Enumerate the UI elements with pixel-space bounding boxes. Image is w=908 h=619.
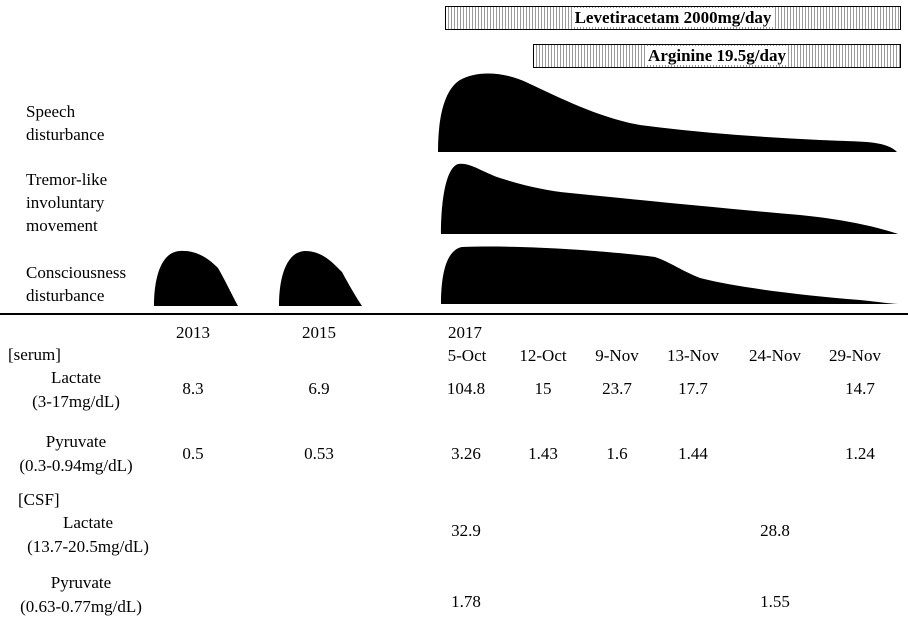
date-29-nov: 29-Nov — [829, 344, 881, 368]
value-cell-serum-lactate: 15 — [535, 377, 552, 401]
value-cell-csf-lactate: 28.8 — [760, 519, 790, 543]
date-24-nov: 24-Nov — [749, 344, 801, 368]
row-label-serum-lactate: Lactate (3-17mg/dL) — [32, 366, 120, 414]
value-cell-serum-lactate: 23.7 — [602, 377, 632, 401]
tremor-curve — [441, 164, 898, 234]
value-cell-csf-lactate: 32.9 — [451, 519, 481, 543]
timeline-axis — [0, 313, 908, 315]
row-label-serum-pyruvate: Pyruvate (0.3-0.94mg/dL) — [19, 430, 132, 478]
value-cell-serum-pyruvate: 1.43 — [528, 442, 558, 466]
value-cell-serum-pyruvate: 0.53 — [304, 442, 334, 466]
value-cell-csf-pyruvate: 1.55 — [760, 590, 790, 614]
value-cell-serum-pyruvate: 3.26 — [451, 442, 481, 466]
value-cell-serum-lactate: 17.7 — [678, 377, 708, 401]
value-cell-csf-pyruvate: 1.78 — [451, 590, 481, 614]
consciousness-curve-2015 — [279, 251, 362, 306]
year-2015: 2015 — [302, 321, 336, 345]
value-cell-serum-pyruvate: 1.24 — [845, 442, 875, 466]
year-2017: 2017 — [448, 321, 482, 345]
speech-disturbance-curve — [438, 74, 897, 152]
value-cell-serum-lactate: 6.9 — [308, 377, 329, 401]
date-9-nov: 9-Nov — [595, 344, 638, 368]
section-csf: [CSF] — [18, 488, 60, 512]
consciousness-curve-2017 — [441, 247, 898, 304]
value-cell-serum-pyruvate: 0.5 — [182, 442, 203, 466]
value-cell-serum-lactate: 104.8 — [447, 377, 485, 401]
section-serum: [serum] — [8, 343, 61, 367]
value-cell-serum-lactate: 14.7 — [845, 377, 875, 401]
year-2013: 2013 — [176, 321, 210, 345]
date-13-nov: 13-Nov — [667, 344, 719, 368]
consciousness-curve-2013 — [154, 251, 238, 306]
value-cell-serum-pyruvate: 1.6 — [606, 442, 627, 466]
date-12-oct: 12-Oct — [519, 344, 566, 368]
value-cell-serum-pyruvate: 1.44 — [678, 442, 708, 466]
row-label-csf-pyruvate: Pyruvate (0.63-0.77mg/dL) — [20, 571, 142, 619]
row-label-csf-lactate: Lactate (13.7-20.5mg/dL) — [27, 511, 149, 559]
value-cell-serum-lactate: 8.3 — [182, 377, 203, 401]
date-5-oct: 5-Oct — [448, 344, 487, 368]
